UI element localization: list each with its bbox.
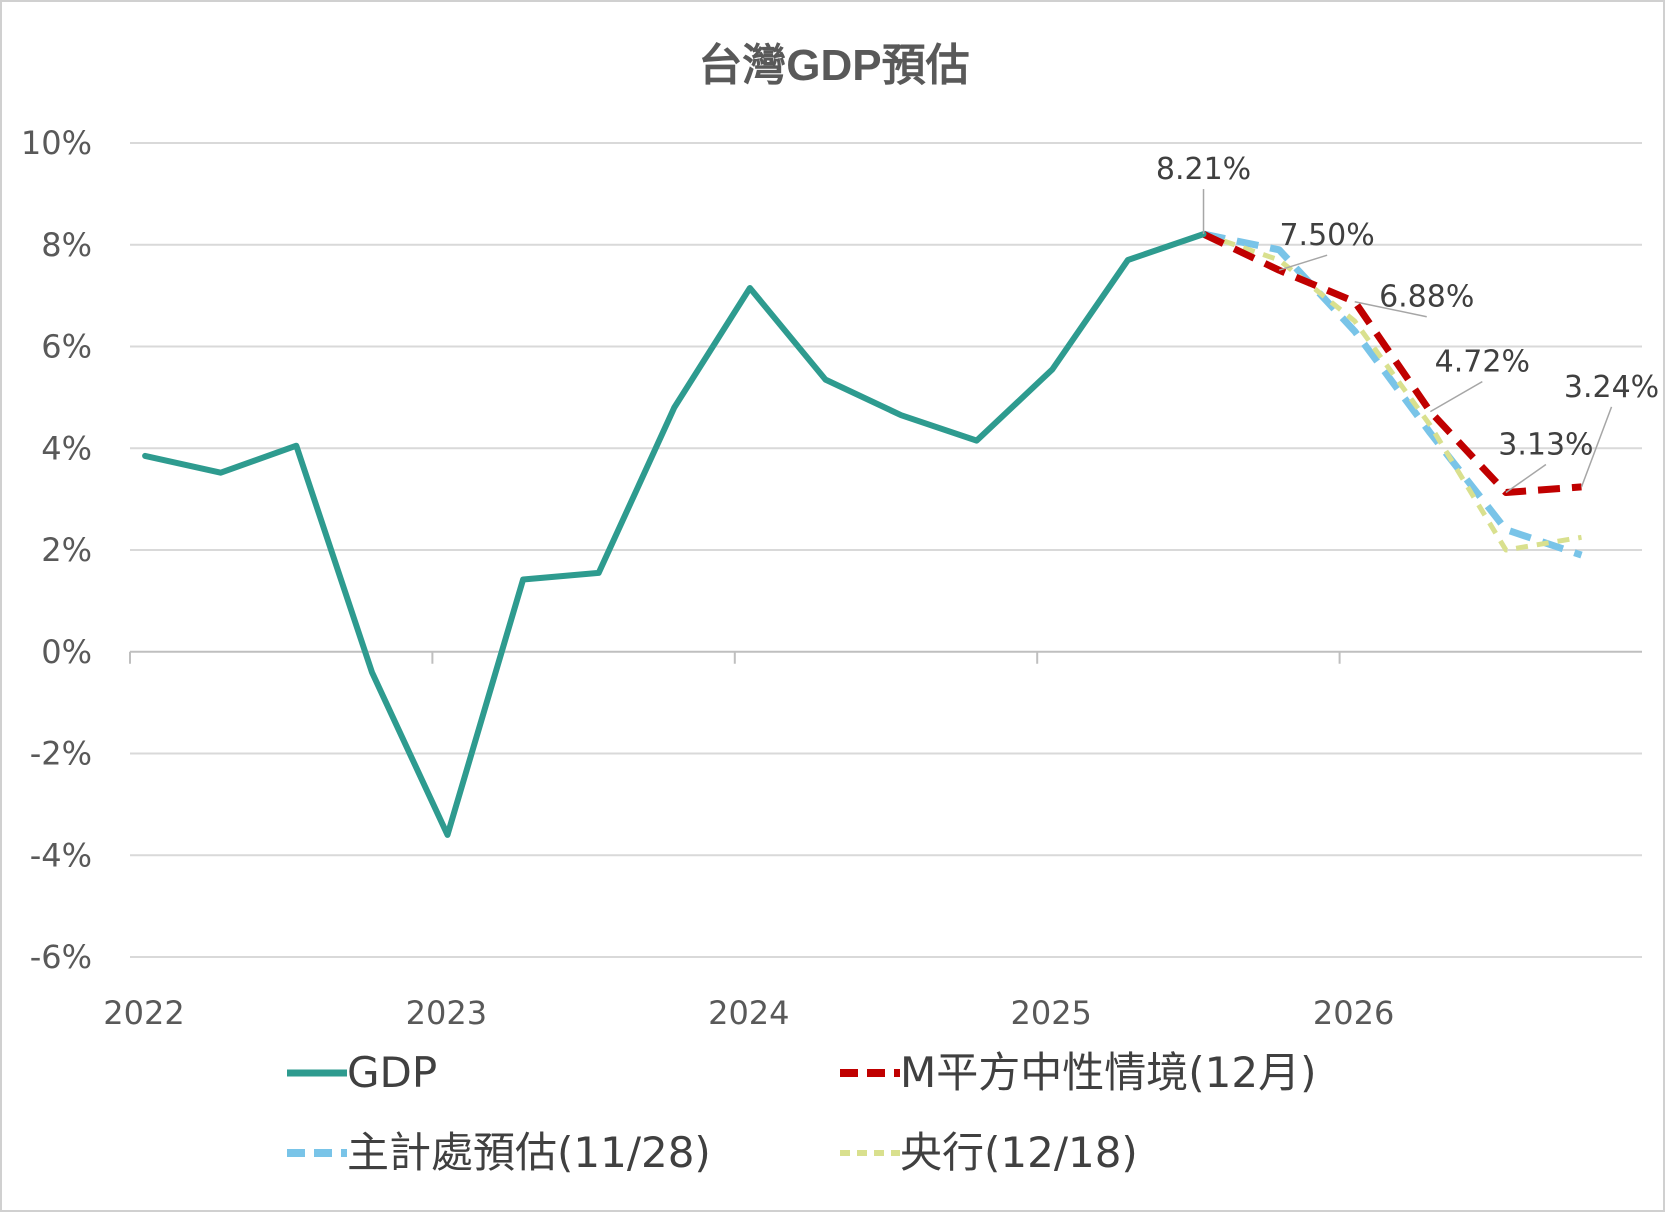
- data-label: 3.24%: [1564, 370, 1659, 405]
- x-tick-label: 2025: [1010, 994, 1091, 1032]
- axes: 10% 8% 6% 4% 2% 0% -2% -4% -6% 2022 2023 2024 2025 20…: [21, 124, 1642, 1032]
- legend-label-2: 主計處預估(11/28): [347, 1128, 711, 1177]
- legend-label-1: M平方中性情境(12月): [900, 1048, 1316, 1097]
- data-label: 8.21%: [1156, 152, 1251, 187]
- y-tick-label: 6%: [41, 328, 92, 366]
- data-label: 3.13%: [1498, 428, 1593, 463]
- data-label-leader: [1505, 463, 1547, 494]
- y-tick-label: -6%: [30, 938, 92, 976]
- chart-title: 台灣GDP預估: [698, 41, 969, 90]
- legend-label-3: 央行(12/18): [900, 1128, 1138, 1177]
- data-label-leader: [1580, 406, 1613, 488]
- data-label-leader: [1429, 380, 1483, 413]
- series-line-0: [142, 231, 1207, 838]
- data-label: 4.72%: [1435, 345, 1530, 380]
- legend: GDP M平方中性情境(12月) 主計處預估(11/28) 央行(12/18): [287, 1048, 1316, 1177]
- x-tick-label: 2023: [406, 994, 487, 1032]
- series-lines: [142, 230, 1583, 838]
- y-tick-label: 2%: [41, 531, 92, 569]
- y-tick-label: 10%: [21, 124, 92, 162]
- y-tick-label: -2%: [30, 735, 92, 773]
- y-tick-label: 0%: [41, 633, 92, 671]
- y-tick-label: -4%: [30, 836, 92, 874]
- data-label: 6.88%: [1379, 280, 1474, 315]
- x-tick-label: 2026: [1313, 994, 1394, 1032]
- series-line-1: [1201, 230, 1582, 496]
- data-label: 7.50%: [1279, 218, 1374, 253]
- gridlines: [130, 142, 1642, 958]
- y-tick-label: 4%: [41, 429, 92, 467]
- x-tick-label: 2024: [708, 994, 789, 1032]
- y-tick-label: 8%: [41, 226, 92, 264]
- data-labels: 8.21% 7.50%6.88% 4.72% 3.13% 3.24%: [1156, 152, 1659, 494]
- data-label-leader: [1278, 254, 1328, 271]
- x-tick-label: 2022: [103, 994, 184, 1032]
- series-line-2: [1202, 230, 1583, 559]
- series-line-3: [1202, 231, 1582, 553]
- data-label-leader: [1354, 300, 1427, 318]
- legend-label-0: GDP: [347, 1048, 437, 1097]
